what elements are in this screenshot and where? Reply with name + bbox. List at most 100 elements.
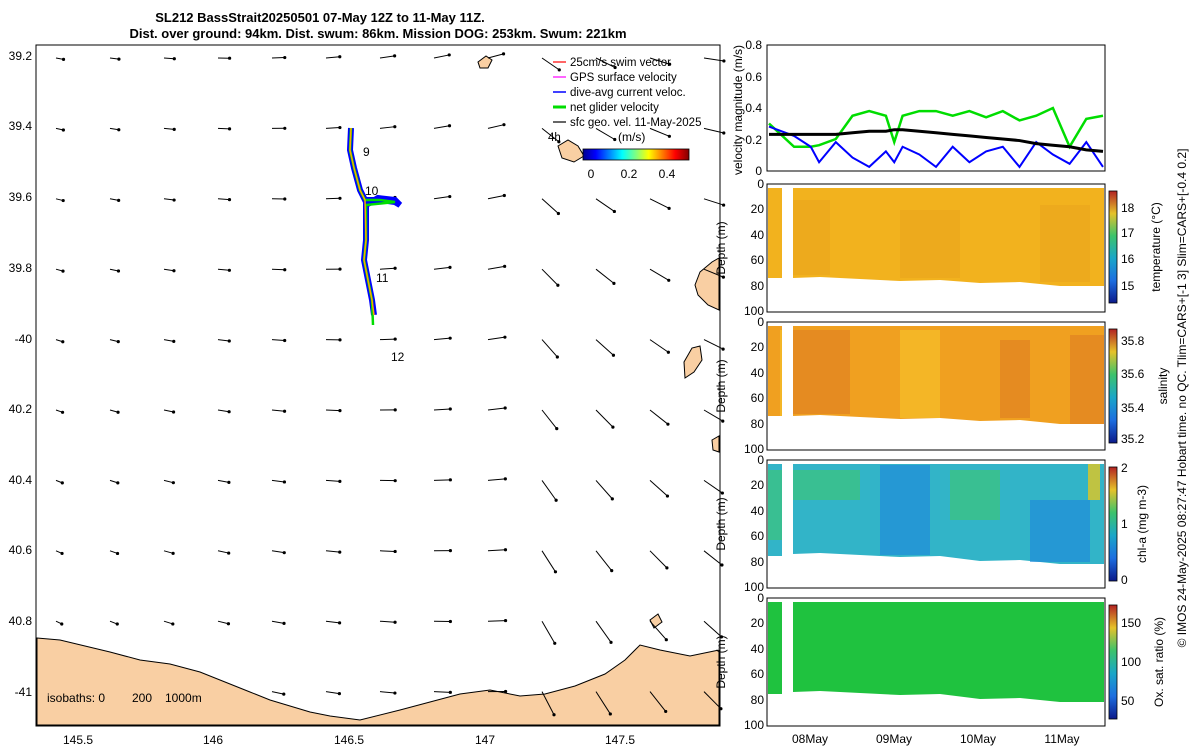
ox-cbar-tick: 100 (1121, 655, 1141, 669)
sfc-velocity-arrowhead (503, 689, 508, 694)
map-plot: 9 10 11 12 25cm/s swim vector GPS surfac… (35, 44, 726, 727)
sal-ytick: 40 (751, 366, 765, 380)
chla-ytick: 40 (751, 504, 765, 518)
sfc-velocity-arrow (487, 478, 506, 481)
sfc-velocity-arrow (649, 268, 670, 281)
sal-cbar-tick: 35.4 (1121, 401, 1145, 415)
sfc-velocity-arrow (487, 549, 506, 552)
sfc-velocity-arrowhead (720, 563, 724, 567)
ox-colorbar (1108, 604, 1118, 720)
legend-gps-velocity: GPS surface velocity (570, 72, 677, 84)
map-ytick: 39.8 (9, 261, 33, 275)
sfc-velocity-arrowhead (116, 481, 120, 485)
sfc-velocity-arrowhead (283, 55, 287, 60)
speed-cbar-label: (m/s) (618, 130, 645, 144)
sfc-velocity-arrow (649, 409, 669, 425)
sfc-velocity-arrow (433, 479, 451, 481)
vel-ytick: 0.4 (745, 101, 762, 115)
sfc-velocity-arrow (649, 57, 670, 65)
map-ytick: 39.2 (9, 49, 33, 63)
sfc-velocity-arrowhead (557, 68, 561, 72)
sfc-velocity-arrowhead (282, 480, 287, 484)
sfc-velocity-arrowhead (171, 551, 175, 555)
sfc-velocity-arrow (379, 691, 395, 694)
vel-ytick: 0.8 (745, 38, 762, 52)
ox-ytick: 0 (757, 591, 764, 605)
sfc-velocity-arrowhead (115, 622, 119, 626)
sal-ytick: 20 (751, 340, 765, 354)
ox-ylabel: Depth (m) (714, 635, 728, 688)
sfc-velocity-arrow (325, 550, 340, 553)
sfc-velocity-arrowhead (611, 425, 615, 429)
sfc-velocity-arrowhead (665, 494, 670, 498)
sfc-velocity-arrowhead (227, 127, 232, 131)
sfc-velocity-arrow (703, 620, 722, 638)
chla-ylabel: Depth (m) (714, 497, 728, 550)
sfc-velocity-arrowhead (719, 635, 724, 639)
sfc-velocity-arrow (649, 198, 670, 209)
sfc-velocity-arrow (487, 620, 506, 622)
legend-swim-vector: 25cm/s swim vector (570, 57, 671, 69)
time-xtick: 08May (792, 732, 828, 746)
chla-ytick: 80 (751, 555, 765, 569)
sfc-velocity-arrowhead (393, 408, 397, 412)
sfc-velocity-arrowhead (720, 491, 724, 495)
sfc-velocity-arrow (703, 198, 724, 206)
sfc-velocity-arrow (541, 550, 556, 573)
sfc-velocity-arrowhead (556, 211, 560, 216)
sfc-velocity-arrow (433, 125, 450, 129)
sfc-velocity-arrowhead (116, 410, 120, 414)
sfc-velocity-arrow (595, 268, 615, 284)
temp-ylabel: Depth (m) (714, 221, 728, 274)
map-ytick: 40.4 (9, 473, 33, 487)
sfc-velocity-arrow (649, 480, 668, 497)
sfc-velocity-arrowhead (553, 570, 558, 574)
sfc-velocity-arrowhead (722, 203, 726, 207)
map-title-line1: SL212 BassStrait20250501 07-May 12Z to 1… (155, 10, 485, 25)
sfc-velocity-arrow (649, 339, 669, 353)
chla-cbar-tick: 2 (1121, 461, 1128, 475)
sfc-velocity-arrowhead (666, 350, 670, 354)
sfc-velocity-arrowhead (60, 481, 64, 485)
sfc-velocity-arrowhead (448, 265, 452, 269)
land-east-island-4 (711, 435, 720, 453)
sfc-velocity-arrow (595, 127, 616, 140)
sfc-velocity-arrow (163, 409, 174, 413)
speed-cbar-tick-1: 0.2 (621, 167, 638, 181)
sfc-velocity-arrowhead (609, 640, 613, 644)
sfc-velocity-arrowhead (393, 691, 397, 695)
sfc-velocity-arrowhead (226, 622, 231, 626)
sfc-velocity-arrowhead (171, 622, 175, 626)
sfc-velocity-arrow (433, 266, 451, 270)
sfc-velocity-arrowhead (610, 569, 614, 573)
sfc-velocity-arrow (703, 409, 724, 422)
temp-cbar-label: temperature (°C) (1149, 202, 1163, 292)
sal-ylabel: Depth (m) (714, 359, 728, 412)
sfc-velocity-arrowhead (664, 709, 668, 714)
temp-ytick: 60 (751, 253, 765, 267)
chla-cbar-tick: 0 (1121, 573, 1128, 587)
sfc-velocity-arrow (217, 339, 230, 342)
ox-ytick: 40 (751, 642, 765, 656)
sfc-velocity-arrowhead (448, 407, 452, 411)
temp-colorbar (1108, 190, 1118, 304)
sfc-velocity-arrowhead (502, 123, 506, 127)
sfc-velocity-arrowhead (172, 339, 176, 343)
sfc-velocity-arrow (271, 479, 285, 483)
sfc-velocity-arrow (325, 691, 340, 695)
map-ytick: 40.8 (9, 614, 33, 628)
map-xtick: 147 (475, 733, 495, 747)
map-ytick: -40 (15, 332, 33, 346)
sfc-velocity-arrowhead (172, 198, 176, 202)
sfc-velocity-arrowhead (667, 206, 671, 210)
sfc-velocity-arrow (541, 620, 556, 644)
sfc-velocity-arrow (703, 691, 722, 710)
speed-cbar-tick-0: 0 (588, 167, 595, 181)
chla-cbar-label: chl-a (mg m-3) (1135, 485, 1149, 563)
sal-ytick: 60 (751, 391, 765, 405)
sfc-velocity-arrowhead (227, 56, 232, 60)
day-label-11: 11 (376, 271, 389, 285)
sfc-velocity-arrow (163, 198, 175, 201)
temp-cbar-tick: 16 (1121, 252, 1135, 266)
time-axis: 08May 09May 10May 11May (792, 732, 1080, 746)
